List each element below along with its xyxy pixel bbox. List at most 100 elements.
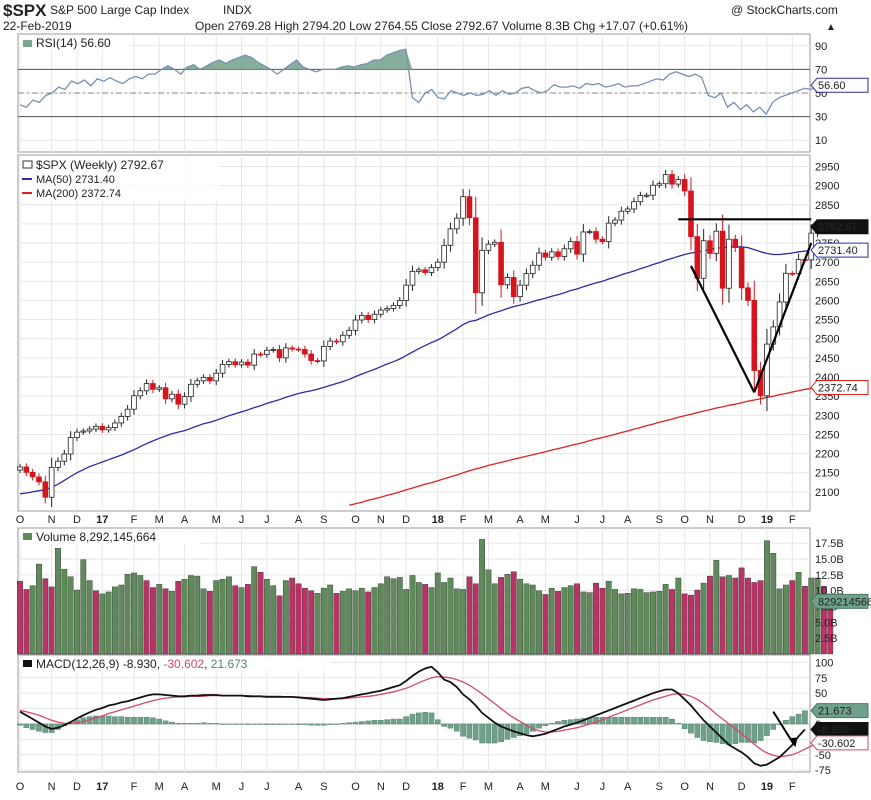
rsi-layer bbox=[18, 48, 818, 118]
rsi-title-box bbox=[20, 36, 128, 50]
macd-histogram-bar bbox=[365, 720, 371, 725]
candle-body bbox=[719, 230, 726, 289]
volume-bar bbox=[219, 579, 226, 655]
macd-histogram-bar bbox=[302, 723, 308, 725]
volume-bar bbox=[93, 590, 99, 655]
x-tick-label: D bbox=[402, 781, 410, 793]
volume-bar bbox=[574, 583, 580, 655]
exchange-label: INDX bbox=[223, 3, 252, 17]
x-tick-label: 19 bbox=[761, 781, 773, 793]
volume-bar bbox=[289, 577, 296, 655]
candle-body bbox=[371, 313, 378, 321]
x-tick-label: A bbox=[624, 781, 632, 793]
macd-histogram-bar bbox=[542, 723, 549, 727]
macd-histogram-bar bbox=[536, 723, 542, 729]
volume-bar bbox=[295, 583, 302, 655]
candle-body bbox=[238, 361, 245, 366]
volume-bar bbox=[206, 591, 213, 655]
x-tick-label: A bbox=[181, 514, 189, 526]
candle-body bbox=[257, 353, 264, 356]
volume-bar bbox=[434, 572, 441, 655]
volume-bar bbox=[707, 575, 713, 655]
macd-histogram-bar bbox=[612, 716, 618, 725]
macd-histogram-bar bbox=[200, 722, 207, 725]
candle-body bbox=[105, 427, 112, 431]
macd-histogram-bar bbox=[624, 716, 631, 725]
macd-histogram-bar bbox=[238, 723, 245, 725]
macd-signal-line bbox=[19, 675, 818, 758]
volume-title: Volume 8,292,145,664 bbox=[36, 530, 156, 544]
x-tick-label: S bbox=[320, 781, 327, 793]
candle-body bbox=[74, 431, 80, 438]
candle-body bbox=[548, 251, 555, 258]
volume-bar bbox=[441, 582, 448, 655]
macd-histogram-bar bbox=[783, 720, 789, 725]
volume-bar bbox=[80, 559, 87, 655]
volume-bar bbox=[377, 583, 384, 655]
volume-bar bbox=[637, 589, 644, 655]
volume-bar bbox=[593, 582, 599, 655]
x-tick-label: A bbox=[516, 781, 524, 793]
macd-histogram-bar bbox=[795, 713, 802, 725]
rsi-y-tick-label: 90 bbox=[815, 41, 827, 53]
volume-bar bbox=[396, 577, 403, 655]
candle-body bbox=[523, 273, 530, 286]
candle-body bbox=[447, 228, 454, 246]
volume-bar bbox=[17, 580, 23, 655]
volume-bar bbox=[764, 540, 770, 655]
volume-bar bbox=[276, 595, 283, 655]
x-tick-label: F bbox=[789, 514, 796, 526]
x-tick-label: M bbox=[155, 514, 164, 526]
candle-body bbox=[479, 249, 485, 294]
candle-body bbox=[352, 319, 359, 331]
candle-body bbox=[86, 428, 93, 432]
candle-body bbox=[460, 196, 466, 219]
x-tick-label: O bbox=[16, 781, 25, 793]
candle-body bbox=[29, 471, 36, 478]
macd-histogram-bar bbox=[485, 723, 492, 744]
volume-bar bbox=[808, 577, 815, 655]
volume-bar bbox=[314, 593, 321, 655]
candle-body bbox=[314, 360, 321, 362]
candle-body bbox=[694, 236, 701, 279]
macd-histogram-bar bbox=[409, 713, 416, 725]
candle-body bbox=[188, 383, 194, 397]
x-tick-label: J bbox=[600, 514, 606, 526]
candle-body bbox=[688, 190, 694, 237]
volume-bar bbox=[346, 588, 353, 655]
macd-histogram-bar bbox=[523, 723, 530, 735]
candle-body bbox=[586, 231, 593, 233]
candle-body bbox=[384, 308, 390, 311]
price-y-tick-label: 2150 bbox=[815, 468, 839, 480]
macd-histogram-bar bbox=[36, 723, 42, 732]
candle-body bbox=[428, 267, 435, 273]
candle-body bbox=[396, 300, 403, 306]
volume-bar bbox=[719, 576, 726, 655]
annotation-layer bbox=[678, 218, 813, 748]
price-tag: 2372.74 bbox=[818, 382, 858, 394]
volume-bar bbox=[751, 582, 758, 655]
candle-body bbox=[415, 269, 422, 272]
macd-histogram-bar bbox=[289, 723, 295, 725]
candle-body bbox=[251, 353, 258, 366]
candle-body bbox=[593, 231, 599, 240]
volume-bar bbox=[422, 584, 429, 655]
volume-bar bbox=[738, 567, 745, 655]
macd-histogram-bar bbox=[688, 723, 694, 734]
ma200-legend: MA(200) 2372.74 bbox=[36, 188, 121, 200]
macd-histogram-bar bbox=[732, 723, 739, 744]
volume-bar bbox=[137, 575, 144, 655]
candle-body bbox=[764, 343, 770, 397]
macd-histogram-bar bbox=[327, 723, 333, 725]
macd-histogram-bar bbox=[770, 723, 777, 730]
candle-body bbox=[536, 252, 542, 266]
macd-histogram-bar bbox=[415, 712, 422, 725]
volume-bar bbox=[675, 577, 682, 655]
volume-bar bbox=[67, 576, 74, 655]
rsi-y-tick-label: 70 bbox=[815, 64, 827, 76]
macd-histogram-bar bbox=[650, 716, 656, 725]
volume-bar bbox=[150, 587, 156, 655]
price-y-tick-label: 2500 bbox=[815, 334, 839, 346]
macd-histogram-bar bbox=[428, 712, 435, 725]
volume-bar bbox=[694, 589, 701, 655]
